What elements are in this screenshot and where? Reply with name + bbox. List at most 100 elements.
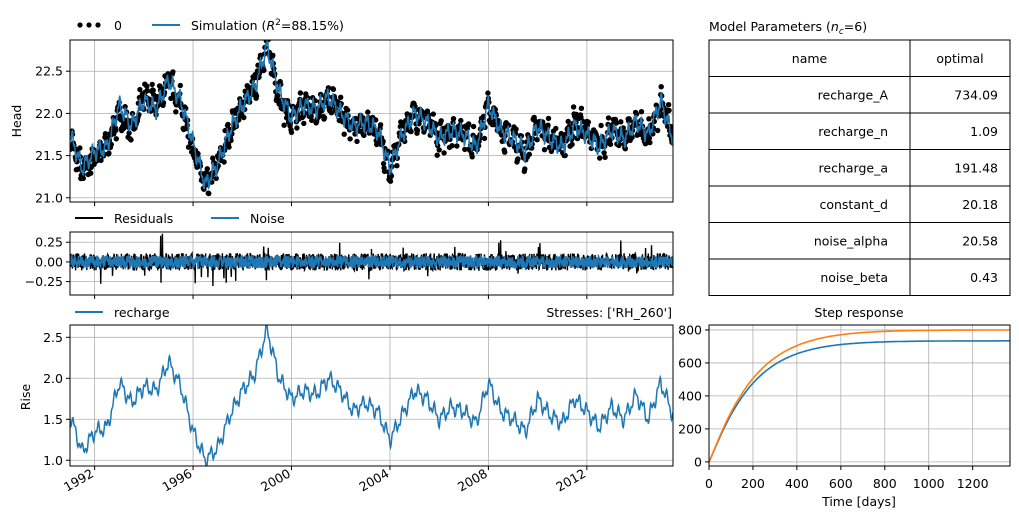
- observed-point: [601, 150, 607, 156]
- step-ytick-label: 200: [678, 421, 702, 436]
- observed-point: [441, 150, 447, 156]
- observed-point: [128, 137, 134, 143]
- recharge-grid: [70, 325, 673, 466]
- observed-point: [454, 143, 460, 149]
- step-xtick-label: 800: [873, 476, 897, 491]
- recharge-xtick-label: 2004: [356, 466, 391, 495]
- legend-label-recharge: recharge: [114, 305, 170, 320]
- observed-point: [341, 131, 347, 137]
- observed-point: [618, 119, 624, 125]
- observed-point: [666, 107, 672, 114]
- observed-point: [434, 152, 440, 158]
- observed-point: [629, 134, 635, 141]
- observed-point: [545, 115, 552, 122]
- observed-point: [449, 143, 455, 149]
- legend-marker-observed: [77, 22, 83, 28]
- observed-point: [113, 127, 119, 133]
- recharge-ytick-label: 2.0: [43, 371, 63, 386]
- observed-point: [170, 69, 176, 75]
- observed-point: [297, 90, 304, 96]
- head-axes-frame: [69, 39, 674, 203]
- table-body: name optimal recharge_A 734.09 recharge_n 1.0…: [708, 39, 1011, 296]
- observed-point: [144, 87, 150, 94]
- observed-point: [485, 90, 491, 96]
- observed-point: [665, 102, 672, 108]
- residuals-ytick-label: 0.25: [35, 235, 63, 250]
- observed-point: [653, 102, 659, 108]
- table-param-name: recharge_A: [818, 87, 889, 102]
- observed-point: [565, 118, 571, 125]
- table-param-value: 0.43: [970, 270, 998, 285]
- head-ytick-label: 22.5: [35, 64, 63, 79]
- residuals-axes-frame: [69, 231, 674, 296]
- observed-point: [301, 120, 307, 127]
- observed-point: [597, 155, 603, 161]
- head-legend: 0 Simulation (R2=88.15%): [77, 18, 344, 33]
- table-param-value: 1.09: [970, 124, 998, 139]
- head-ytick-label: 21.0: [35, 190, 63, 205]
- parameters-table: Model Parameters (nc=6) name optimal recha…: [708, 19, 1011, 296]
- step-xlabel: Time [days]: [821, 494, 896, 509]
- step-xticks: 0 200 400 600 800 1000 1200: [705, 466, 989, 491]
- observed-point: [450, 116, 457, 122]
- observed-point: [408, 128, 414, 135]
- observed-point: [126, 130, 132, 136]
- observed-point: [344, 107, 351, 113]
- step-xtick-label: 200: [741, 476, 765, 491]
- observed-point: [263, 32, 268, 37]
- observed-point: [622, 146, 628, 152]
- observed-point: [380, 160, 387, 167]
- observed-point: [265, 34, 270, 39]
- observed-point: [80, 175, 87, 181]
- observed-point: [646, 116, 652, 122]
- observed-point: [328, 110, 335, 116]
- observed-point: [562, 152, 568, 159]
- legend-label-noise: Noise: [250, 211, 285, 226]
- recharge-ylabel: Rise: [18, 384, 33, 411]
- observed-point: [522, 166, 528, 172]
- observed-point: [658, 84, 664, 90]
- observed-point: [98, 157, 104, 164]
- observed-point: [569, 141, 575, 148]
- observed-point: [210, 155, 216, 161]
- observed-point: [225, 121, 231, 128]
- observed-point: [607, 141, 614, 147]
- recharge-xtick-label: 2008: [455, 466, 490, 495]
- head-panel: 21.0 21.5 22.0 22.5 Head: [9, 32, 674, 205]
- recharge-xtick-label: 1992: [61, 466, 96, 495]
- observed-point: [173, 109, 179, 115]
- head-ytick-label: 22.0: [35, 106, 63, 121]
- step-xtick-label: 400: [785, 476, 809, 491]
- observed-point: [261, 67, 267, 73]
- observed-point: [646, 135, 653, 141]
- simulation-line: [70, 40, 673, 191]
- stresses-title: Stresses: ['RH_260']: [546, 305, 672, 320]
- recharge-line: [70, 325, 673, 466]
- step-title: Step response: [814, 305, 904, 320]
- step-ytick-label: 400: [678, 388, 702, 403]
- observed-point: [102, 131, 109, 137]
- residuals-panel: 0.25 0.00 −0.25 Residuals Noise: [25, 211, 674, 296]
- observed-point: [150, 87, 156, 94]
- observed-point: [655, 127, 661, 134]
- recharge-ytick-label: 2.5: [43, 330, 63, 345]
- observed-point: [534, 137, 540, 143]
- recharge-ytick-label: 1.0: [43, 453, 63, 468]
- observed-point: [602, 154, 608, 160]
- observed-point: [481, 135, 488, 142]
- table-param-name: recharge_a: [819, 160, 888, 175]
- residuals-yticks: 0.25 0.00 −0.25: [25, 235, 70, 289]
- observed-point: [144, 83, 150, 89]
- observed-point: [458, 117, 464, 124]
- residuals-ytick-label: 0.00: [35, 254, 63, 269]
- recharge-panel: 1.0 1.5 2.0 2.5 1992 1996 2000 2004 2008 2012 Ri…: [18, 202, 674, 495]
- step-axes-frame: [708, 324, 1011, 467]
- observed-point: [361, 132, 367, 139]
- observed-point: [88, 170, 94, 176]
- step-xtick-label: 1000: [913, 476, 945, 491]
- recharge-yticks: 1.0 1.5 2.0 2.5: [43, 330, 70, 468]
- observed-point: [578, 114, 584, 121]
- table-param-name: noise_alpha: [814, 233, 888, 248]
- step-line-orange: [709, 329, 1010, 463]
- observed-point: [213, 175, 219, 182]
